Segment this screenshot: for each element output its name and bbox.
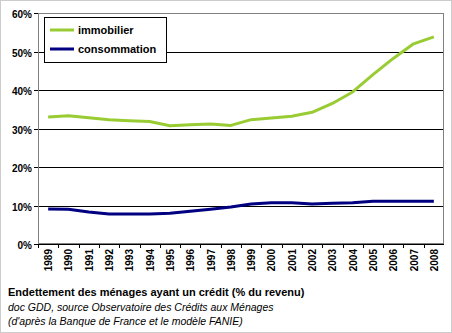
legend-box: [45, 18, 167, 63]
x-tick-mark: [322, 244, 323, 248]
grid-line: [38, 129, 444, 130]
x-tick-mark: [140, 244, 141, 248]
legend-swatch: [50, 48, 74, 51]
tick-mark: [34, 129, 38, 130]
x-tick-label: 2006: [388, 249, 399, 272]
x-tick-label: 1996: [185, 249, 196, 272]
y-tick-label: 50%: [12, 48, 32, 59]
x-tick-mark: [241, 244, 242, 248]
x-tick-label: 2000: [266, 249, 277, 272]
y-tick-label: 40%: [12, 86, 32, 97]
series-line: [48, 201, 434, 214]
legend-label: immobilier: [78, 24, 134, 36]
x-tick-mark: [38, 244, 39, 248]
x-tick-mark: [302, 244, 303, 248]
x-tick-label: 1999: [246, 249, 257, 272]
x-tick-mark: [180, 244, 181, 248]
tick-mark: [34, 90, 38, 91]
x-tick-mark: [221, 244, 222, 248]
series-line: [48, 37, 434, 126]
y-tick-label: 60%: [12, 9, 32, 20]
y-tick-label: 10%: [12, 202, 32, 213]
grid-line: [38, 90, 444, 91]
tick-mark: [34, 244, 38, 245]
legend-label: consommation: [78, 43, 157, 55]
tick-mark: [34, 206, 38, 207]
x-tick-label: 2001: [287, 249, 298, 272]
x-tick-label: 2008: [429, 249, 440, 272]
x-tick-label: 2004: [348, 249, 359, 272]
x-tick-label: 2003: [327, 249, 338, 272]
x-tick-mark: [363, 244, 364, 248]
x-tick-mark: [160, 244, 161, 248]
x-tick-mark: [99, 244, 100, 248]
x-tick-label: 1990: [63, 249, 74, 272]
x-tick-label: 1991: [84, 249, 95, 272]
tick-mark: [34, 52, 38, 53]
legend-swatch: [50, 29, 74, 32]
x-tick-mark: [200, 244, 201, 248]
x-tick-label: 1998: [226, 249, 237, 272]
x-tick-label: 2002: [307, 249, 318, 272]
plot-area: [38, 13, 444, 244]
tick-mark: [34, 167, 38, 168]
y-tick-label: 20%: [12, 163, 32, 174]
x-tick-label: 1992: [104, 249, 115, 272]
background: [1, 1, 452, 333]
x-tick-label: 1994: [145, 249, 156, 272]
x-tick-mark: [383, 244, 384, 248]
x-tick-label: 1995: [165, 249, 176, 272]
x-tick-label: 1993: [124, 249, 135, 272]
y-tick-label: 30%: [12, 125, 32, 136]
x-tick-label: 1997: [206, 249, 217, 272]
grid-line: [38, 167, 444, 168]
plot-frame: [39, 14, 444, 244]
x-tick-mark: [119, 244, 120, 248]
x-tick-mark: [403, 244, 404, 248]
x-tick-label: 2007: [409, 249, 420, 272]
x-tick-mark: [343, 244, 344, 248]
tick-mark: [34, 13, 38, 14]
x-tick-label: 1989: [43, 249, 54, 272]
x-tick-mark: [58, 244, 59, 248]
annotation: (d'après la Banque de France et le modèl…: [8, 315, 243, 327]
x-tick-mark: [79, 244, 80, 248]
title: Endettement des ménages ayant un crédit …: [8, 286, 305, 298]
series-group: [48, 37, 434, 214]
annotation: doc GDD, source Observatoire des Crédits…: [8, 301, 274, 313]
x-tick-mark: [261, 244, 262, 248]
y-tick-label: 0%: [18, 240, 33, 251]
chart: 0% 10% 20% 30% 40% 50% 60% 1989 1990 1991 1992 1993…: [0, 0, 452, 333]
x-tick-mark: [282, 244, 283, 248]
x-tick-label: 2005: [368, 249, 379, 272]
x-tick-mark: [424, 244, 425, 248]
